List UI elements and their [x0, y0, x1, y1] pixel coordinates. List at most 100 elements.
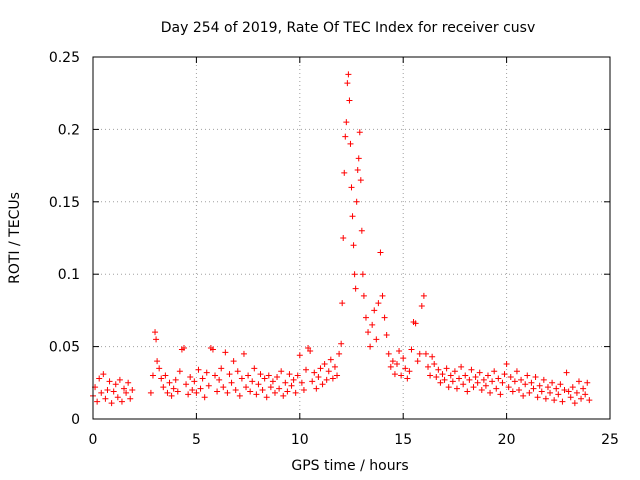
data-point [422, 350, 429, 357]
data-point [466, 376, 473, 383]
data-point [352, 285, 359, 292]
data-point [238, 375, 245, 382]
x-tick-label: 25 [601, 432, 619, 448]
data-point [495, 375, 502, 382]
data-point [187, 374, 194, 381]
data-point [344, 80, 351, 87]
data-point [280, 392, 287, 399]
data-point [278, 368, 285, 375]
data-point [274, 374, 281, 381]
data-point [271, 389, 278, 396]
data-point [125, 379, 132, 386]
data-point [520, 392, 527, 399]
data-point [290, 376, 297, 383]
data-point [509, 388, 516, 395]
data-point [555, 391, 562, 398]
data-point [571, 400, 578, 407]
y-tick-label: 0.1 [58, 267, 80, 283]
data-point [513, 368, 520, 375]
data-point [220, 384, 227, 391]
data-point [108, 400, 115, 407]
data-point [317, 365, 324, 372]
plot-frame [92, 56, 611, 420]
data-point [443, 365, 450, 372]
data-point [315, 374, 322, 381]
data-point [435, 366, 442, 373]
data-point [191, 378, 198, 385]
data-point [245, 372, 252, 379]
data-point [176, 368, 183, 375]
data-point [259, 387, 266, 394]
data-point [489, 378, 496, 385]
data-point [497, 391, 504, 398]
data-point [524, 372, 531, 379]
data-point [358, 227, 365, 234]
data-point [425, 363, 432, 370]
data-point [551, 397, 558, 404]
data-point [98, 389, 105, 396]
y-tick-label: 0.2 [58, 122, 80, 138]
data-point [582, 391, 589, 398]
data-point [168, 392, 175, 399]
data-point [383, 332, 390, 339]
data-point [460, 381, 467, 388]
data-point [112, 381, 119, 388]
data-point [296, 352, 303, 359]
data-point [584, 379, 591, 386]
data-point [416, 350, 423, 357]
data-point [222, 349, 229, 356]
data-point [197, 385, 204, 392]
data-point [158, 375, 165, 382]
data-point [311, 369, 318, 376]
data-point [462, 372, 469, 379]
data-point [263, 394, 270, 401]
data-point [282, 379, 289, 386]
data-point [253, 391, 260, 398]
data-point [559, 398, 566, 405]
data-point [347, 140, 354, 147]
data-point [121, 385, 128, 392]
data-point [355, 155, 362, 162]
data-point [338, 340, 345, 347]
data-point [563, 369, 570, 376]
data-point [307, 347, 314, 354]
data-point [149, 372, 156, 379]
data-point [456, 375, 463, 382]
data-point [528, 379, 535, 386]
data-point [327, 356, 334, 363]
data-point [480, 376, 487, 383]
data-point [507, 374, 514, 381]
data-point [387, 363, 394, 370]
data-point [156, 365, 163, 372]
data-point [420, 292, 427, 299]
data-point [522, 381, 529, 388]
data-point [343, 119, 350, 126]
data-point [286, 371, 293, 378]
data-point [114, 394, 121, 401]
data-point [106, 378, 113, 385]
data-point [153, 336, 160, 343]
data-point [334, 372, 341, 379]
data-point [303, 366, 310, 373]
data-point [565, 388, 572, 395]
data-point [339, 300, 346, 307]
x-axis-label: GPS time / hours [291, 458, 408, 474]
data-point [251, 365, 258, 372]
data-point [406, 368, 413, 375]
x-tick-label: 15 [394, 432, 412, 448]
data-point [228, 379, 235, 386]
data-point [127, 395, 134, 402]
data-point [381, 314, 388, 321]
data-point [408, 346, 415, 353]
grid [93, 57, 610, 419]
data-point [393, 360, 400, 367]
data-point [201, 394, 208, 401]
data-point [482, 382, 489, 389]
data-point [427, 372, 434, 379]
data-point [573, 389, 580, 396]
data-point [431, 360, 438, 367]
y-axis: 0 0.05 0.1 0.15 0.2 0.25 [49, 50, 610, 428]
data-point [561, 387, 568, 394]
x-tick-label: 0 [89, 432, 98, 448]
